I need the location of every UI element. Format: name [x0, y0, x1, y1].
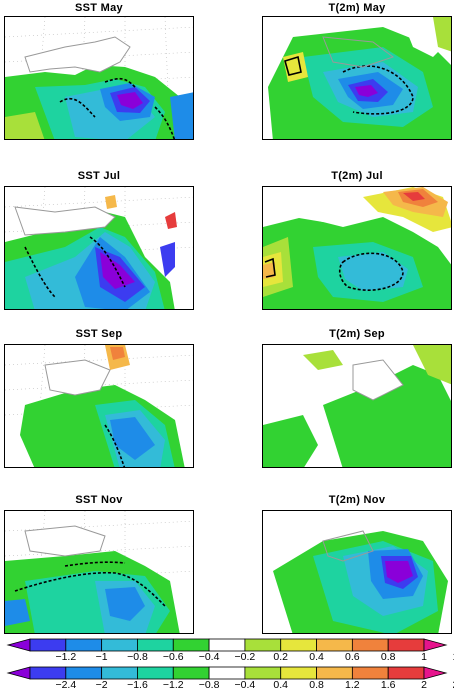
colorbar-sst-swatch [137, 638, 174, 652]
colorbar-t2m-swatch [29, 666, 67, 680]
colorbar-sst-tick-label: 0.8 [380, 651, 396, 663]
colorbar-t2m-tick-label: −2 [95, 679, 108, 691]
colorbar-t2m-labels: −2.4 −2 −1.6 −1.2 −0.8 −0.4 0.4 0.8 1.2 1.6 2 2.4 [0, 679, 454, 693]
colorbar-sst-swatch [280, 638, 317, 652]
colorbar-sst-labels: −1.2 −1 −0.8 −0.6 −0.4 −0.2 0.2 0.4 0.6 0.8 1 1.2 [0, 651, 454, 665]
colorbar-t2m-tick-label: −0.8 [198, 679, 220, 691]
map-panel-t2m-may [262, 16, 452, 140]
colorbar-sst-swatch [208, 638, 246, 652]
colorbar-sst-swatch [65, 638, 103, 652]
colorbar-sst-tick-label: 1.2 [453, 651, 454, 663]
panel-title-sst-nov: SST Nov [75, 494, 123, 506]
panel-title-sst-jul: SST Jul [77, 170, 121, 182]
panel-title-t2m-sep: T(2m) Sep [329, 328, 385, 340]
colorbar-t2m-tick-label: 0.4 [273, 679, 289, 691]
colorbar-t2m-swatch [65, 666, 103, 680]
colorbar-sst-swatch [351, 638, 389, 652]
panel-title-sst-may: SST May [75, 2, 123, 14]
colorbar-sst-tick-label: −0.4 [198, 651, 220, 663]
colorbar-sst-tick-label: −1 [95, 651, 108, 663]
map-panel-sst-may [4, 16, 194, 140]
colorbar-sst-tick-label: 0.4 [309, 651, 324, 663]
colorbar-t2m-swatch [137, 666, 174, 680]
colorbar-sst-swatch [244, 638, 282, 652]
panel-title-t2m-jul: T(2m) Jul [331, 170, 383, 182]
colorbar-sst-arrow-low [6, 638, 31, 652]
map-panel-t2m-jul [262, 186, 452, 310]
map-panel-sst-sep [4, 344, 194, 468]
colorbar-t2m-swatch [280, 666, 317, 680]
panel-title-t2m-may: T(2m) May [328, 2, 386, 14]
colorbar-t2m-tick-label: 2 [421, 679, 427, 691]
colorbar-sst-swatch [387, 638, 425, 652]
colorbar-t2m-swatch [351, 666, 389, 680]
colorbar-sst [0, 638, 454, 656]
colorbar-t2m-tick-label: 2.4 [453, 679, 454, 691]
colorbar-t2m-arrow-high [423, 666, 448, 680]
colorbar-t2m-swatch [208, 666, 246, 680]
panel-title-t2m-nov: T(2m) Nov [328, 494, 386, 506]
colorbar-sst-tick-label: 0.6 [345, 651, 360, 663]
colorbar-sst-tick-label: −0.8 [127, 651, 148, 663]
map-panel-t2m-sep [262, 344, 452, 468]
colorbar-t2m-swatch [387, 666, 425, 680]
colorbar-t2m-swatch [316, 666, 353, 680]
colorbar-t2m-tick-label: −1.2 [162, 679, 184, 691]
colorbar-t2m-tick-label: 1.6 [380, 679, 396, 691]
colorbar-t2m-tick-label: −0.4 [234, 679, 256, 691]
colorbar-sst-tick-label: −1.2 [55, 651, 77, 663]
colorbar-t2m-arrow-low [6, 666, 31, 680]
colorbar-sst-tick-label: 1 [421, 651, 427, 663]
map-panel-sst-jul [4, 186, 194, 310]
colorbar-sst-swatch [316, 638, 353, 652]
colorbar-t2m-swatch [244, 666, 282, 680]
colorbar-sst-tick-label: −0.2 [234, 651, 256, 663]
colorbar-sst-tick-label: −0.6 [162, 651, 184, 663]
colorbar-t2m [0, 666, 454, 684]
colorbar-t2m-tick-label: −1.6 [127, 679, 148, 691]
panel-title-sst-sep: SST Sep [75, 328, 123, 340]
colorbar-sst-tick-label: 0.2 [273, 651, 289, 663]
colorbar-t2m-swatch [101, 666, 138, 680]
colorbar-t2m-tick-label: −2.4 [55, 679, 77, 691]
map-panel-t2m-nov [262, 510, 452, 634]
colorbar-sst-swatch [172, 638, 210, 652]
map-panel-sst-nov [4, 510, 194, 634]
colorbar-t2m-swatch [172, 666, 210, 680]
colorbar-t2m-tick-label: 0.8 [309, 679, 324, 691]
colorbar-sst-swatch [101, 638, 138, 652]
colorbar-t2m-tick-label: 1.2 [345, 679, 360, 691]
colorbar-sst-arrow-high [423, 638, 448, 652]
colorbar-sst-swatch [29, 638, 67, 652]
